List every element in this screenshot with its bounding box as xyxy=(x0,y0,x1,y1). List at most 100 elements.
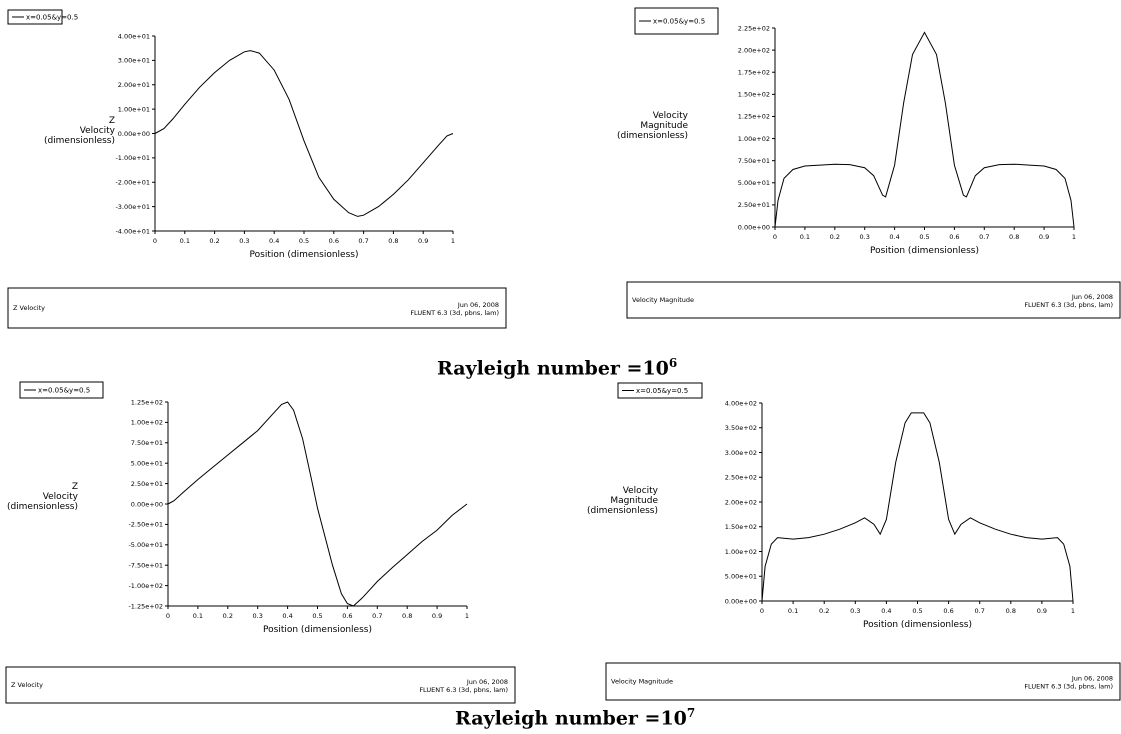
y-tick-label: -2.50e+01 xyxy=(128,521,163,529)
footer-date: Jun 06, 2008 xyxy=(1071,675,1113,683)
y-tick-label: 3.00e+01 xyxy=(118,57,150,65)
x-tick-label: 0.5 xyxy=(299,237,309,245)
x-tick-label: 0.6 xyxy=(342,612,352,620)
x-tick-label: 0.9 xyxy=(418,237,428,245)
caption-text: Rayleigh number =10 xyxy=(437,357,669,380)
x-tick-label: 0.4 xyxy=(889,233,899,241)
x-tick-label: 0.5 xyxy=(912,607,922,615)
x-tick-label: 0.6 xyxy=(949,233,959,241)
x-tick-label: 1 xyxy=(465,612,469,620)
y-axis-label-line: Magnitude xyxy=(640,121,688,131)
y-tick-label: 7.50e+01 xyxy=(131,439,163,447)
x-tick-label: 0.1 xyxy=(180,237,190,245)
x-tick-label: 0.2 xyxy=(223,612,233,620)
y-tick-label: 2.50e+01 xyxy=(738,201,770,209)
y-tick-label: 0.00e+00 xyxy=(725,597,757,605)
legend-label: x=0.05&y=0.5 xyxy=(38,387,90,395)
x-tick-label: 0 xyxy=(773,233,777,241)
x-tick-label: 0.8 xyxy=(1009,233,1019,241)
caption-rayleigh-1e7: Rayleigh number =107 xyxy=(455,706,695,729)
x-tick-label: 0 xyxy=(166,612,170,620)
y-axis-label-line: (dimensionless) xyxy=(587,506,658,516)
caption-exponent: 7 xyxy=(686,706,696,720)
x-tick-label: 0.5 xyxy=(312,612,322,620)
chart-1: x=0.05&y=0.5 4.00e+01 3.00e+01 2.00e+01 1.00… xyxy=(7,9,507,329)
x-tick-label: 0.5 xyxy=(919,233,929,241)
footer-solver: FLUENT 6.3 (3d, pbns, lam) xyxy=(410,309,499,317)
footer-solver: FLUENT 6.3 (3d, pbns, lam) xyxy=(1024,301,1113,309)
y-tick-label: 2.00e+01 xyxy=(118,81,150,89)
footer-date: Jun 06, 2008 xyxy=(466,678,508,686)
footer-plot-name: Z Velocity xyxy=(11,681,43,689)
caption-exponent: 6 xyxy=(668,356,678,370)
y-axis-label-line: Velocity xyxy=(623,486,659,496)
footer-date: Jun 06, 2008 xyxy=(1071,293,1113,301)
y-tick-label: -1.00e+02 xyxy=(128,582,163,590)
y-tick-label: 4.00e+02 xyxy=(725,399,757,407)
y-tick-label: 2.00e+02 xyxy=(725,498,757,506)
x-tick-label: 0.4 xyxy=(881,607,891,615)
y-tick-label: 1.50e+02 xyxy=(725,523,757,531)
x-tick-label: 0.3 xyxy=(239,237,249,245)
legend-box xyxy=(19,381,104,399)
y-axis-label-line: (dimensionless) xyxy=(617,131,688,141)
y-tick-label: 2.25e+02 xyxy=(738,24,770,32)
x-tick-label: 0.2 xyxy=(209,237,219,245)
x-tick-label: 0.4 xyxy=(269,237,279,245)
footer-box xyxy=(5,666,516,704)
y-tick-label: -1.00e+01 xyxy=(115,154,150,162)
x-tick-label: 0.6 xyxy=(329,237,339,245)
x-tick-label: 0.8 xyxy=(1006,607,1016,615)
footer-box xyxy=(605,662,1121,701)
chart-2: x=0.05&y=0.5 2.25e+02 2.00e+02 1.75e+02 1.50… xyxy=(617,7,1121,319)
x-tick-label: 0.3 xyxy=(860,233,870,241)
caption-text: Rayleigh number =10 xyxy=(455,707,687,730)
y-tick-label: 0.00e+00 xyxy=(738,223,770,231)
y-tick-label: 7.50e+01 xyxy=(738,157,770,165)
x-tick-label: 0.1 xyxy=(788,607,798,615)
x-tick-label: 0.7 xyxy=(979,233,989,241)
x-tick-label: 0.2 xyxy=(819,607,829,615)
footer-plot-name: Velocity Magnitude xyxy=(611,678,673,686)
footer-box xyxy=(626,281,1121,319)
legend-label: x=0.05&y=0.5 xyxy=(26,14,78,22)
x-tick-label: 1 xyxy=(1071,607,1075,615)
y-tick-label: 2.50e+02 xyxy=(725,474,757,482)
y-tick-label: -7.50e+01 xyxy=(128,562,163,570)
x-tick-label: 0.3 xyxy=(253,612,263,620)
chart-3: x=0.05&y=0.5 1.25e+02 1.00e+02 7.50e+01 5.00… xyxy=(5,381,516,704)
x-tick-label: 0.7 xyxy=(358,237,368,245)
x-tick-label: 0.4 xyxy=(282,612,292,620)
footer-date: Jun 06, 2008 xyxy=(457,301,499,309)
y-tick-label: 0.00e+00 xyxy=(131,500,163,508)
footer-box xyxy=(7,287,507,329)
y-tick-label: 5.00e+01 xyxy=(131,460,163,468)
y-axis-label-line: Velocity xyxy=(43,492,79,502)
y-axis-label-line: (dimensionless) xyxy=(7,502,78,512)
x-tick-label: 0.7 xyxy=(372,612,382,620)
y-tick-label: -2.00e+01 xyxy=(115,179,150,187)
legend-box xyxy=(634,7,719,35)
x-tick-label: 0.7 xyxy=(975,607,985,615)
y-tick-label: 1.25e+02 xyxy=(131,398,163,406)
x-tick-label: 0.1 xyxy=(800,233,810,241)
y-tick-label: 1.50e+02 xyxy=(738,91,770,99)
x-tick-label: 0.6 xyxy=(943,607,953,615)
y-tick-label: 3.00e+02 xyxy=(725,449,757,457)
y-tick-label: 2.50e+01 xyxy=(131,480,163,488)
y-axis-label-line: Velocity xyxy=(80,126,116,136)
x-tick-label: 0.8 xyxy=(388,237,398,245)
x-tick-label: 0.8 xyxy=(402,612,412,620)
x-tick-label: 0 xyxy=(760,607,764,615)
x-tick-label: 0.9 xyxy=(1039,233,1049,241)
caption-rayleigh-1e6: Rayleigh number =106 xyxy=(437,356,677,379)
x-tick-label: 1 xyxy=(451,237,455,245)
x-axis-label: Position (dimensionless) xyxy=(263,625,372,635)
legend-label: x=0.05&y=0.5 xyxy=(636,387,688,395)
legend-box xyxy=(7,9,63,25)
footer-solver: FLUENT 6.3 (3d, pbns, lam) xyxy=(419,686,508,694)
legend-label: x=0.05&y=0.5 xyxy=(653,18,705,26)
series-line-1 xyxy=(774,31,1075,228)
x-tick-label: 0.1 xyxy=(193,612,203,620)
